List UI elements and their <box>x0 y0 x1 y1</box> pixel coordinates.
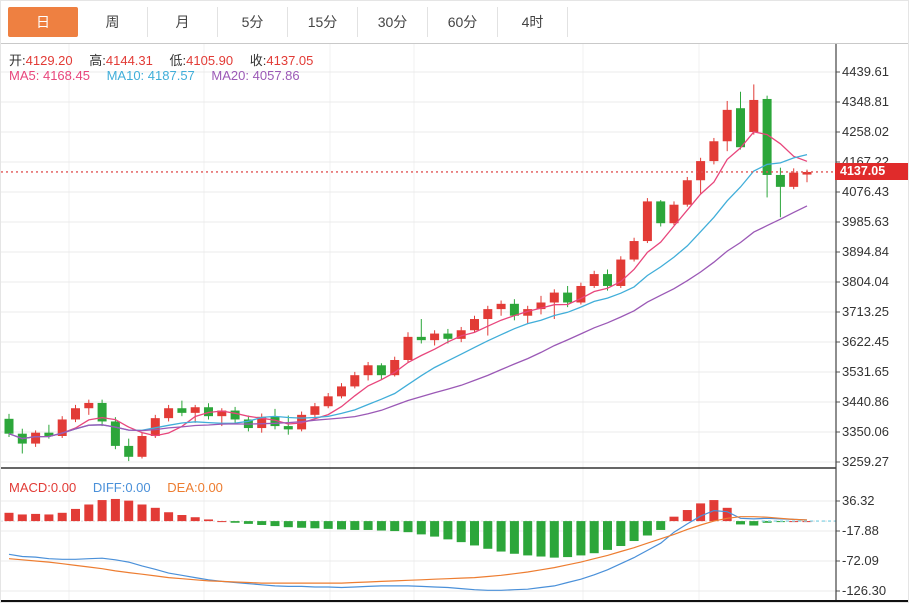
candlestick-macd-chart[interactable]: 4439.614348.814258.024167.224076.433985.… <box>1 44 909 603</box>
macd-value: 0.00 <box>50 480 77 495</box>
svg-text:36.32: 36.32 <box>842 493 875 508</box>
tab-15min[interactable]: 15分 <box>288 7 358 37</box>
high-label: 高: <box>89 53 106 68</box>
svg-text:3531.65: 3531.65 <box>842 364 889 379</box>
tab-day[interactable]: 日 <box>8 7 78 37</box>
tab-4hour[interactable]: 4时 <box>498 7 568 37</box>
svg-text:3622.45: 3622.45 <box>842 334 889 349</box>
open-label: 开: <box>9 53 26 68</box>
svg-text:-126.30: -126.30 <box>842 583 886 598</box>
svg-text:4439.61: 4439.61 <box>842 64 889 79</box>
svg-text:-72.09: -72.09 <box>842 553 879 568</box>
low-label: 低: <box>169 53 187 68</box>
svg-text:3804.04: 3804.04 <box>842 274 889 289</box>
timeframe-tabbar: 日 周 月 5分 15分 30分 60分 4时 <box>1 1 908 44</box>
tab-week[interactable]: 周 <box>78 7 148 37</box>
ma10-value: 4187.57 <box>147 68 195 83</box>
close-label: 收: <box>249 53 267 68</box>
tab-60min[interactable]: 60分 <box>428 7 498 37</box>
ma5-label: MA5: <box>9 68 40 83</box>
dea-value: 0.00 <box>197 480 223 495</box>
open-value: 4129.20 <box>25 53 73 68</box>
dea-label: DEA: <box>167 480 198 495</box>
close-value: 4137.05 <box>266 53 314 68</box>
svg-text:3985.63: 3985.63 <box>842 214 889 229</box>
svg-text:3894.84: 3894.84 <box>842 244 889 259</box>
ohlc-readout: 开:4129.20 高:4144.31 低:4105.90 收:4137.05 <box>9 50 326 69</box>
high-value: 4144.31 <box>105 53 153 68</box>
low-value: 4105.90 <box>186 53 234 68</box>
svg-text:3440.86: 3440.86 <box>842 394 889 409</box>
svg-text:3713.25: 3713.25 <box>842 304 889 319</box>
macd-readout: MACD:0.00 DIFF:0.00 DEA:0.00 <box>9 480 236 495</box>
svg-text:3259.27: 3259.27 <box>842 454 889 469</box>
svg-text:-17.88: -17.88 <box>842 523 879 538</box>
tab-5min[interactable]: 5分 <box>218 7 288 37</box>
diff-label: DIFF: <box>92 480 126 495</box>
ma20-value: 4057.86 <box>252 68 300 83</box>
ma10-label: MA10: <box>106 68 145 83</box>
ma20-label: MA20: <box>211 68 249 83</box>
tab-30min[interactable]: 30分 <box>358 7 428 37</box>
diff-value: 0.00 <box>125 480 151 495</box>
ma-readout: MA5: 4168.45 MA10: 4187.57 MA20: 4057.86 <box>9 68 313 83</box>
ma5-value: 4168.45 <box>42 68 90 83</box>
tab-month[interactable]: 月 <box>148 7 218 37</box>
macd-label: MACD: <box>9 480 51 495</box>
svg-text:4076.43: 4076.43 <box>842 184 889 199</box>
svg-text:4348.81: 4348.81 <box>842 94 889 109</box>
svg-text:3350.06: 3350.06 <box>842 424 889 439</box>
chart-area: 4439.61 4348.81 4258.02 4167.22 4076.43 3985.… <box>1 44 909 603</box>
current-price-tag: 4137.05 <box>835 163 908 180</box>
svg-text:4258.02: 4258.02 <box>842 124 889 139</box>
